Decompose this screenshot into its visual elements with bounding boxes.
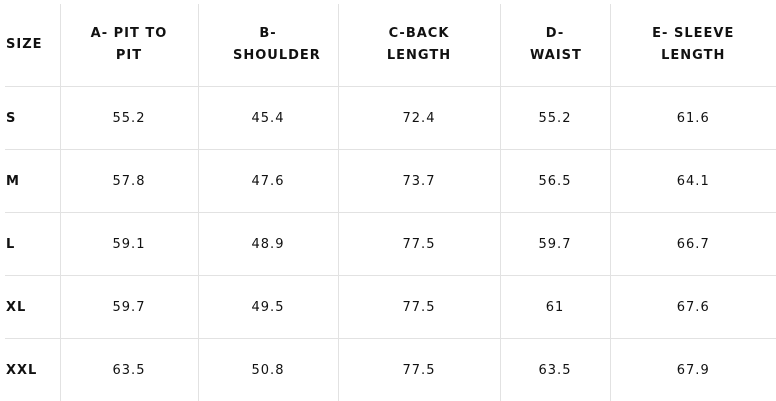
measure-cell: 64.1 bbox=[609, 149, 776, 213]
measure-cell: 61.6 bbox=[609, 86, 776, 150]
table-row: XL 59.7 49.5 77.5 61 67.6 bbox=[5, 275, 776, 339]
header-text: E- SLEEVE LENGTH bbox=[652, 26, 735, 63]
measure-cell: 66.7 bbox=[609, 212, 776, 276]
measure-cell: 47.6 bbox=[197, 149, 339, 213]
measure-cell: 55.2 bbox=[499, 86, 611, 150]
measure-cell: 49.5 bbox=[197, 275, 339, 339]
table-body: S 55.2 45.4 72.4 55.2 61.6 M 57.8 47.6 73.7 56.5 64… bbox=[5, 86, 776, 401]
size-table: SIZE A- PIT TO PIT B- SHOULDER C-BACK LENGT… bbox=[5, 4, 776, 401]
header-cell: SIZE bbox=[5, 4, 61, 87]
header-text: SIZE bbox=[6, 37, 43, 52]
size-cell: S bbox=[5, 86, 61, 150]
measure-cell: 59.7 bbox=[59, 275, 199, 339]
measure-cell: 56.5 bbox=[499, 149, 611, 213]
table-row: XXL 63.5 50.8 77.5 63.5 67.9 bbox=[5, 338, 776, 401]
measure-cell: 67.6 bbox=[609, 275, 776, 339]
measure-cell: 61 bbox=[499, 275, 611, 339]
measure-cell: 77.5 bbox=[337, 275, 501, 339]
table-row: S 55.2 45.4 72.4 55.2 61.6 bbox=[5, 86, 776, 150]
table-row: M 57.8 47.6 73.7 56.5 64.1 bbox=[5, 149, 776, 213]
size-cell: L bbox=[5, 212, 61, 276]
header-cell: C-BACK LENGTH bbox=[337, 4, 501, 87]
measure-cell: 77.5 bbox=[337, 212, 501, 276]
header-cell: D- WAIST bbox=[499, 4, 611, 87]
measure-cell: 45.4 bbox=[197, 86, 339, 150]
measure-cell: 50.8 bbox=[197, 338, 339, 401]
header-row: SIZE A- PIT TO PIT B- SHOULDER C-BACK LENGT… bbox=[5, 4, 776, 87]
table-row: L 59.1 48.9 77.5 59.7 66.7 bbox=[5, 212, 776, 276]
size-cell: XL bbox=[5, 275, 61, 339]
size-cell: XXL bbox=[5, 338, 61, 401]
measure-cell: 48.9 bbox=[197, 212, 339, 276]
measure-cell: 72.4 bbox=[337, 86, 501, 150]
measure-cell: 67.9 bbox=[609, 338, 776, 401]
measure-cell: 57.8 bbox=[59, 149, 199, 213]
size-cell: M bbox=[5, 149, 61, 213]
header-cell: A- PIT TO PIT bbox=[59, 4, 199, 87]
measure-cell: 59.7 bbox=[499, 212, 611, 276]
measure-cell: 63.5 bbox=[59, 338, 199, 401]
measure-cell: 73.7 bbox=[337, 149, 501, 213]
measure-cell: 77.5 bbox=[337, 338, 501, 401]
measure-cell: 59.1 bbox=[59, 212, 199, 276]
measure-cell: 63.5 bbox=[499, 338, 611, 401]
header-text: C-BACK LENGTH bbox=[386, 26, 452, 63]
header-cell: E- SLEEVE LENGTH bbox=[609, 4, 776, 87]
header-text: A- PIT TO PIT bbox=[90, 26, 168, 63]
measure-cell: 55.2 bbox=[59, 86, 199, 150]
table-header: SIZE A- PIT TO PIT B- SHOULDER C-BACK LENGT… bbox=[5, 4, 776, 87]
header-cell: B- SHOULDER bbox=[197, 4, 339, 87]
header-text: D- WAIST bbox=[530, 26, 582, 63]
header-text: B- SHOULDER bbox=[233, 26, 321, 63]
